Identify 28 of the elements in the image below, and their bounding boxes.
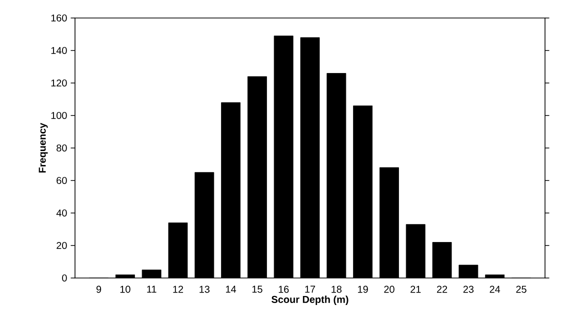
y-tick-label: 60: [56, 176, 67, 184]
x-tick-label: 22: [436, 286, 448, 293]
x-tick-label: 17: [305, 286, 316, 293]
x-tick-label: 20: [384, 286, 394, 293]
x-tick-label: 9: [96, 286, 102, 293]
x-tick-label: 12: [173, 286, 184, 293]
x-tick-label: 18: [332, 286, 342, 293]
y-tick-label: 40: [56, 209, 67, 217]
x-axis-title: Scour Depth (m): [272, 296, 348, 305]
x-tick-label: 10: [120, 286, 130, 293]
x-tick-label: 24: [490, 286, 500, 293]
x-tick-label: 13: [200, 286, 210, 293]
x-tick-label: 14: [226, 286, 236, 293]
y-tick-label: 20: [56, 242, 67, 250]
y-tick-label: 0: [62, 274, 67, 282]
y-tick-label: 140: [51, 46, 67, 54]
x-tick-label: 23: [463, 286, 474, 293]
x-tick-label: 25: [516, 286, 526, 293]
x-tick-label: 16: [278, 286, 289, 293]
x-tick-label: 15: [252, 286, 262, 293]
y-tick-label: 120: [51, 79, 67, 87]
y-tick-label: 100: [51, 112, 67, 120]
x-tick-label: 11: [147, 286, 156, 293]
y-axis-title: Frequency: [38, 122, 48, 173]
x-tick-label: 21: [410, 286, 421, 293]
y-tick-label: 80: [56, 144, 67, 152]
y-tick-label: 160: [51, 14, 67, 22]
x-tick-label: 19: [358, 286, 368, 293]
